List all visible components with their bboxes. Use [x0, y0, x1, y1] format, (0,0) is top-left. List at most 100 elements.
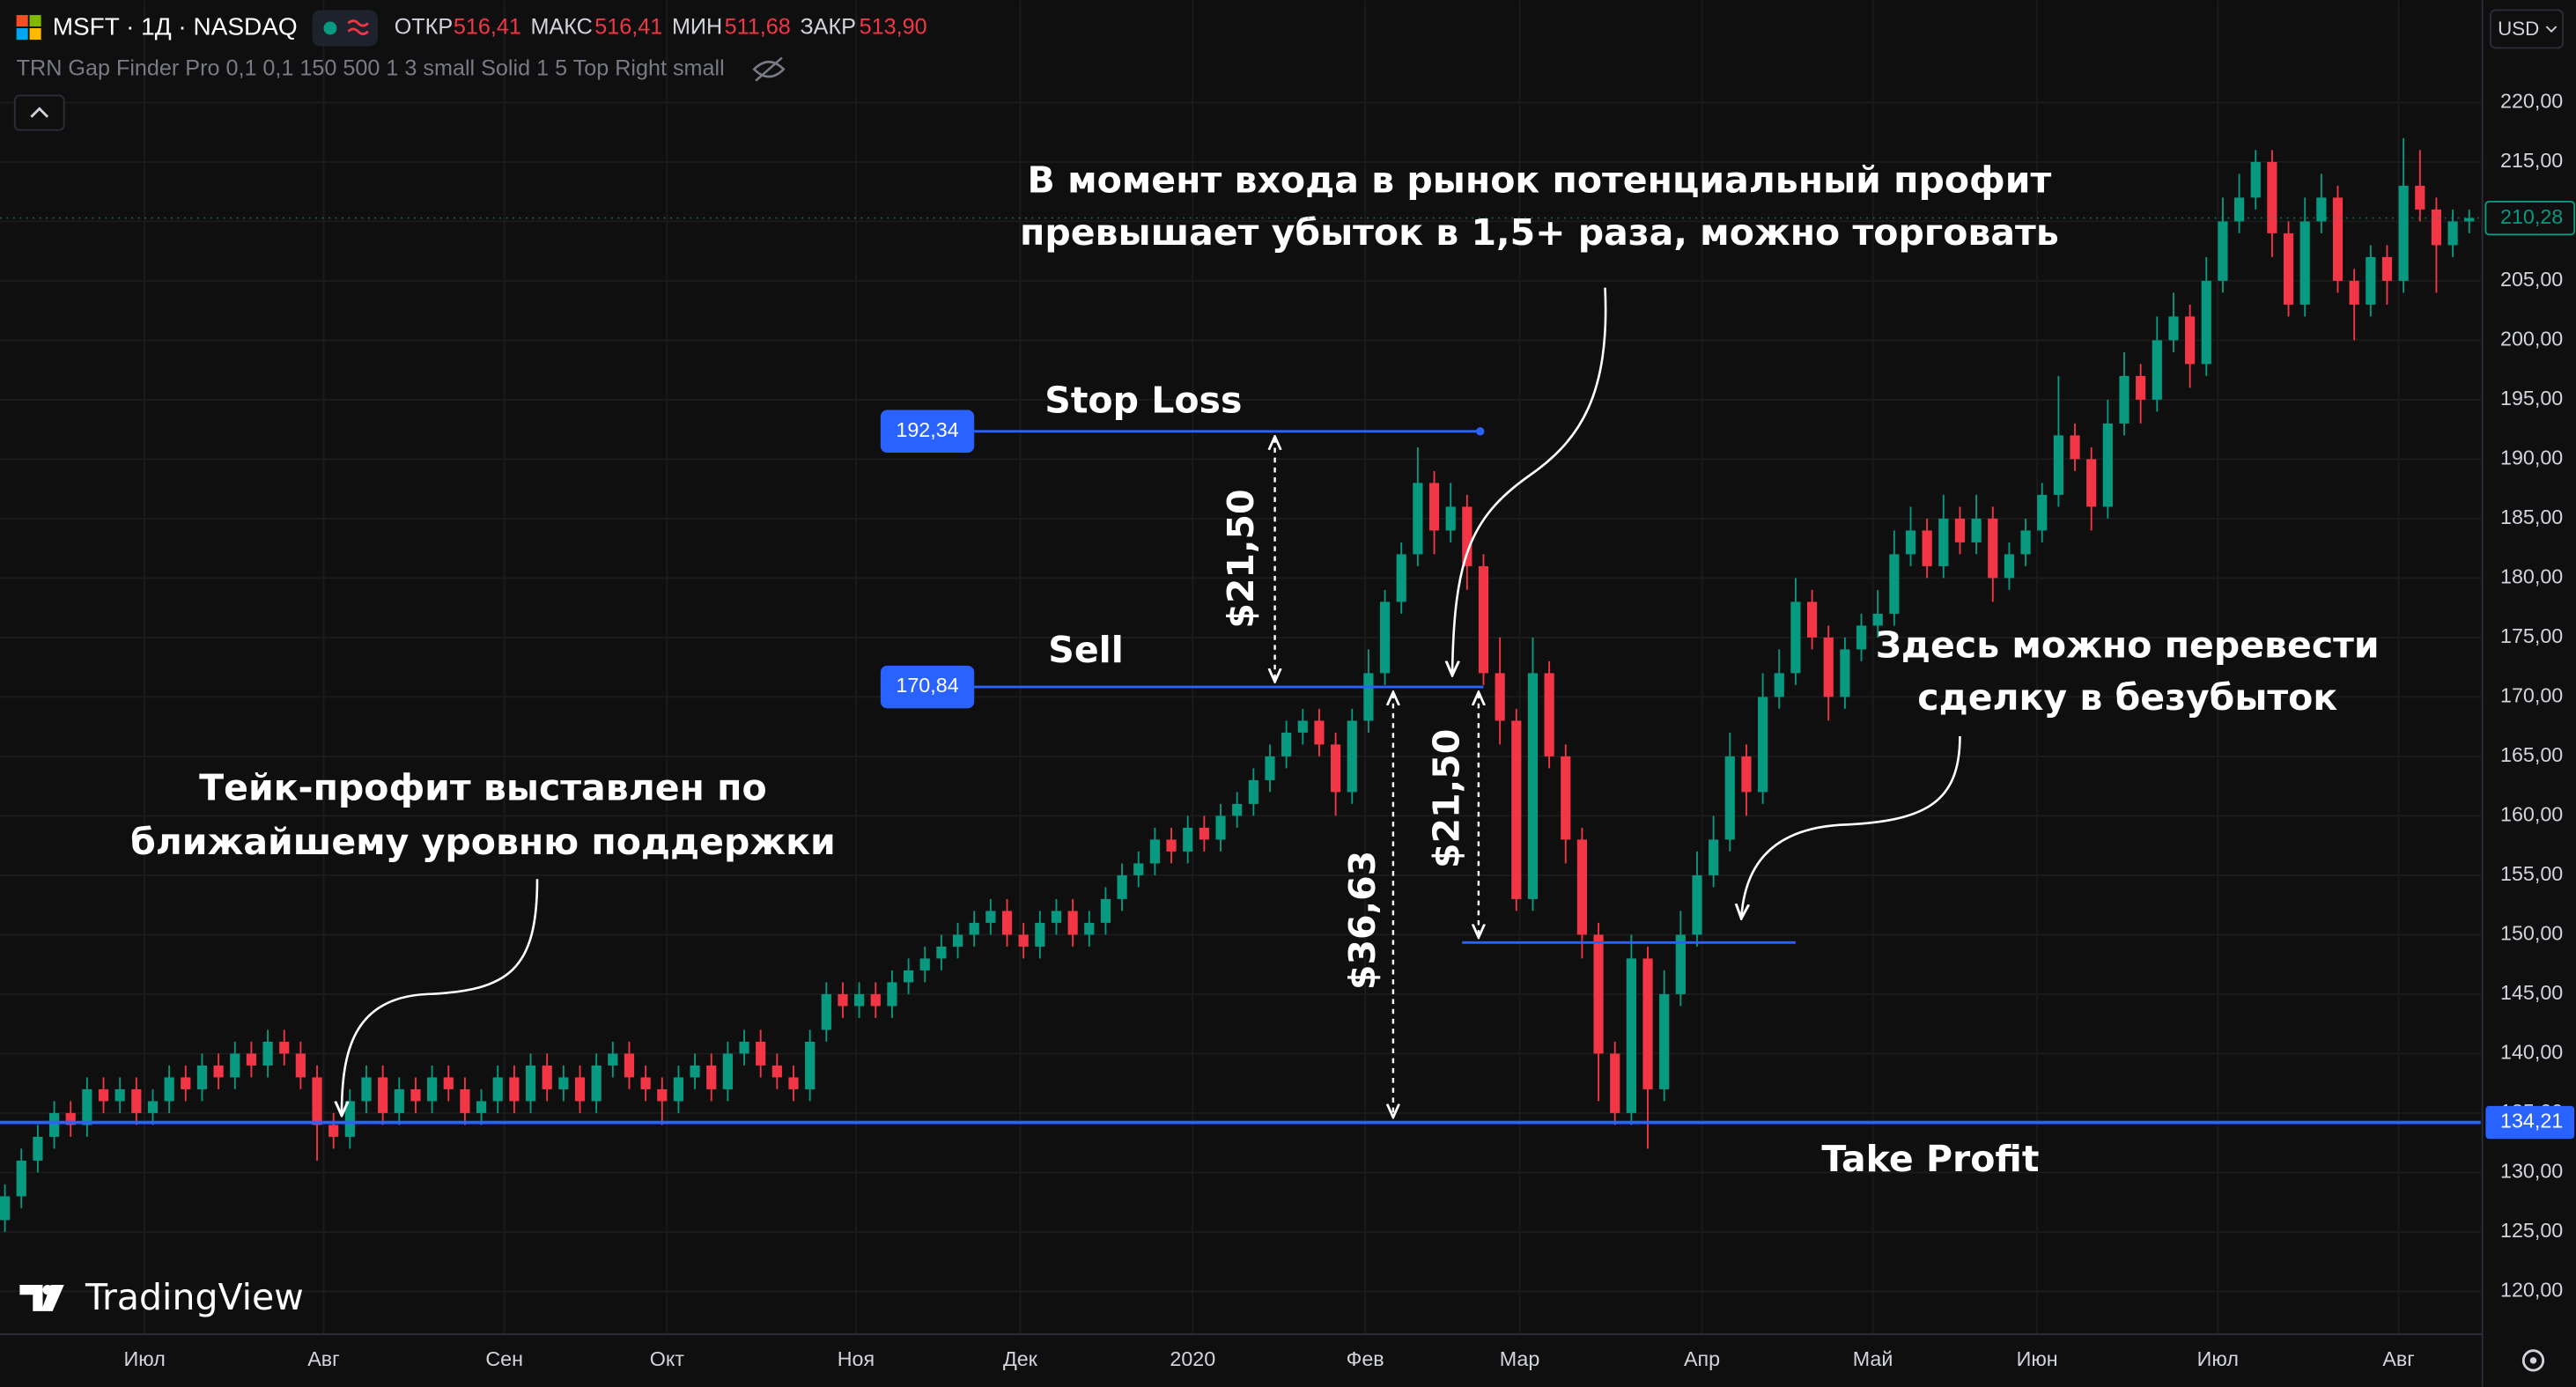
candle-body [788, 1077, 799, 1089]
status-dot [323, 21, 337, 35]
candle-body [2464, 218, 2475, 222]
candle-body [936, 946, 947, 959]
candle-body [16, 1160, 26, 1197]
candle-body [1117, 874, 1127, 899]
indicator-legend[interactable]: TRN Gap Finder Pro 0,1 0,1 150 500 1 3 s… [17, 55, 725, 80]
candle-body [1774, 673, 1784, 697]
ohlc-value: 511,68 [725, 15, 791, 40]
measure-label: $21,50 [1220, 489, 1262, 628]
candle-body [1462, 506, 1473, 566]
y-tick-label: 220,00 [2500, 90, 2563, 113]
currency[interactable]: USD [2498, 18, 2539, 40]
candle-body [838, 993, 848, 1007]
candle-body [952, 934, 963, 947]
candle-body [1445, 506, 1456, 531]
x-tick-label: Июн [2017, 1347, 2058, 1370]
grid [0, 0, 2481, 1335]
candle-body [312, 1077, 322, 1125]
x-tick-label: Окт [650, 1347, 685, 1370]
candle-body [443, 1077, 454, 1089]
candle-body [246, 1053, 257, 1066]
candle-body [919, 958, 930, 970]
candle-body [2415, 185, 2425, 210]
candle-body [1495, 673, 1505, 721]
candle-body [1379, 601, 1391, 674]
candle-body [608, 1053, 618, 1066]
watermark: TradingView [19, 1276, 304, 1318]
candle-body [1544, 673, 1554, 756]
candle-body [1166, 839, 1177, 852]
candle-body [2349, 280, 2359, 305]
candle-body [33, 1136, 43, 1161]
candle-body [2366, 256, 2376, 305]
candle-body [1675, 934, 1686, 994]
candle-body [1610, 1053, 1620, 1113]
y-tick-label: 160,00 [2500, 803, 2563, 826]
candle-body [657, 1088, 668, 1102]
watermark-logo [42, 1285, 53, 1295]
candle-body [1511, 720, 1522, 899]
candle-body [2168, 316, 2179, 341]
candle-body [213, 1065, 224, 1078]
watermark-logo [19, 1285, 64, 1311]
annotation: Здесь можно перевести [1876, 623, 2380, 666]
annotation: превышает убыток в 1,5+ раза, можно торг… [1020, 211, 2059, 254]
symbol[interactable]: MSFT · 1Д · NASDAQ [53, 12, 298, 40]
collapse-button[interactable] [13, 94, 65, 131]
candle-body [2102, 423, 2113, 507]
candle-body [2431, 209, 2442, 246]
y-tick-label: 140,00 [2500, 1041, 2563, 1064]
candle-body [1001, 911, 1013, 935]
last-price-marker [2484, 201, 2576, 236]
level-name: Sell [1048, 629, 1123, 671]
logo-square [16, 15, 28, 27]
candle-body [1642, 958, 1653, 1089]
candle-body [328, 1125, 339, 1137]
candle-body [2250, 161, 2261, 198]
ohlc-label: МАКС [531, 15, 593, 40]
x-tick-label: Авг [307, 1347, 339, 1370]
y-tick-label: 180,00 [2500, 565, 2563, 588]
candle-body [1971, 518, 1982, 542]
status-icon [347, 19, 369, 35]
ohlc-label: ОТКР [395, 15, 453, 40]
candle-body [98, 1088, 109, 1102]
settings-icon[interactable] [2521, 1349, 2545, 1372]
candle-body [394, 1088, 404, 1113]
y-tick-label: 165,00 [2500, 743, 2563, 766]
candle-body [492, 1077, 503, 1102]
candle-body [525, 1065, 536, 1102]
candle-body [262, 1041, 273, 1066]
x-tick-label: Июл [2197, 1347, 2239, 1370]
x-tick-label: Мар [1500, 1347, 1540, 1370]
candle-body [542, 1065, 552, 1089]
hide-icon[interactable] [752, 56, 786, 82]
callout-arrow [1452, 287, 1607, 674]
level-price-box [880, 409, 975, 454]
level-handle [1476, 427, 1485, 436]
candle-body [1100, 898, 1111, 923]
candle-body [1232, 803, 1243, 816]
y-tick-label: 120,00 [2500, 1279, 2563, 1302]
candle-body [673, 1077, 684, 1102]
collapse-icon [30, 107, 49, 118]
candle-body [756, 1041, 766, 1066]
candle-body [295, 1053, 306, 1078]
candle-body [706, 1065, 717, 1089]
y-tick-label: 195,00 [2500, 387, 2563, 409]
y-tick-label: 150,00 [2500, 922, 2563, 945]
candle-body [690, 1065, 700, 1078]
candle-body [2332, 197, 2343, 281]
candle-body [1133, 863, 1144, 875]
currency-button[interactable] [2490, 9, 2565, 49]
y-tick-label: 145,00 [2500, 981, 2563, 1004]
candle-body [2185, 316, 2196, 365]
candle-body [1331, 744, 1341, 793]
level-price-label: 192,34 [896, 418, 958, 441]
candle-body [147, 1101, 159, 1113]
level-price-box [880, 665, 975, 709]
candle-body [2053, 435, 2063, 495]
candle-body [2201, 280, 2211, 365]
